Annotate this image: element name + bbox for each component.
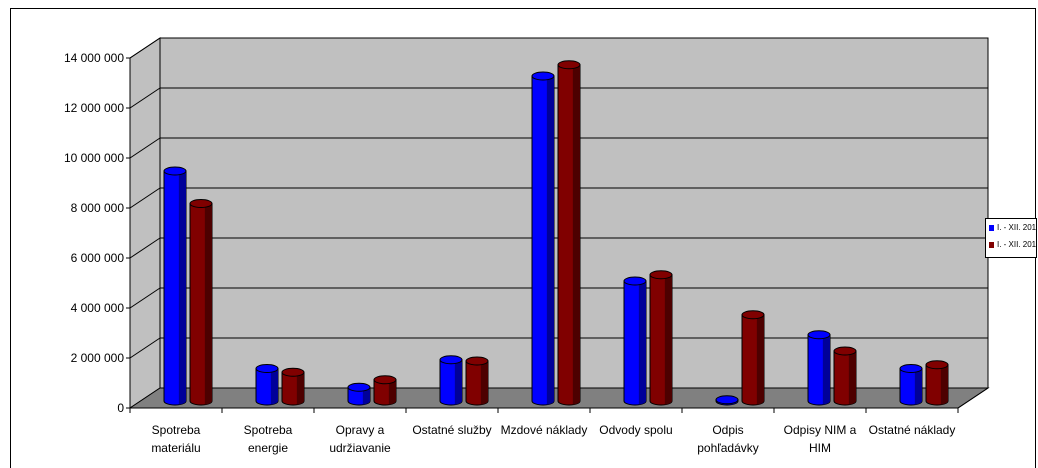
gridline-side bbox=[129, 87, 161, 109]
x-tick-label: Ostatné služby bbox=[412, 423, 491, 437]
floor-edge bbox=[957, 387, 989, 409]
y-tick-label: 4 000 000 bbox=[71, 301, 125, 315]
x-tick-label: Odpisy NIM a HIM bbox=[784, 423, 857, 455]
y-tick-label: 14 000 000 bbox=[64, 51, 124, 65]
x-tick-label: Mzdové náklady bbox=[501, 423, 588, 437]
bar bbox=[833, 346, 857, 406]
side-wall bbox=[129, 37, 161, 409]
bar bbox=[465, 356, 489, 406]
gridline-side bbox=[129, 287, 161, 309]
gridline-side bbox=[129, 337, 161, 359]
x-tick-label: Odpis pohľadávky bbox=[697, 423, 759, 455]
legend: I. - XII. 201 I. - XII. 201 bbox=[985, 218, 1037, 258]
bar bbox=[189, 199, 213, 406]
gridline-side bbox=[129, 37, 161, 59]
x-tick-label: Ostatné náklady bbox=[869, 423, 956, 437]
legend-swatch-series-1 bbox=[989, 225, 994, 231]
legend-label-series-1: I. - XII. 201 bbox=[997, 223, 1037, 232]
bar bbox=[163, 166, 187, 406]
bar bbox=[531, 71, 555, 406]
gridline-side bbox=[129, 137, 161, 159]
bar bbox=[255, 364, 279, 406]
x-tick-label: Opravy a udržiavanie bbox=[329, 423, 391, 455]
y-tick-label: 12 000 000 bbox=[64, 101, 124, 115]
x-tick-label: Spotreba energie bbox=[244, 423, 293, 455]
bar bbox=[281, 367, 305, 406]
legend-label-series-2: I. - XII. 201 bbox=[997, 240, 1037, 249]
legend-item-series-2: I. - XII. 201 bbox=[989, 240, 1036, 250]
bar bbox=[649, 270, 673, 406]
bar bbox=[715, 395, 739, 406]
bar bbox=[347, 382, 371, 406]
gridline-side bbox=[129, 237, 161, 259]
x-tick-label: Odvody spolu bbox=[599, 423, 672, 437]
bar bbox=[741, 310, 765, 406]
bar bbox=[439, 355, 463, 406]
bar bbox=[899, 364, 923, 406]
y-tick-label: 8 000 000 bbox=[71, 201, 125, 215]
y-tick-label: 2 000 000 bbox=[71, 351, 125, 365]
gridline-side bbox=[129, 187, 161, 209]
x-tick-label: Spotreba materiálu bbox=[151, 423, 200, 455]
bar bbox=[807, 330, 831, 406]
bar bbox=[925, 360, 949, 406]
y-tick-label: 0 bbox=[117, 401, 124, 415]
bar bbox=[623, 276, 647, 406]
bar bbox=[557, 60, 581, 406]
legend-swatch-series-2 bbox=[989, 242, 994, 248]
legend-item-series-1: I. - XII. 201 bbox=[989, 223, 1036, 233]
bar bbox=[373, 375, 397, 406]
y-tick-label: 10 000 000 bbox=[64, 151, 124, 165]
y-tick-label: 6 000 000 bbox=[71, 251, 125, 265]
